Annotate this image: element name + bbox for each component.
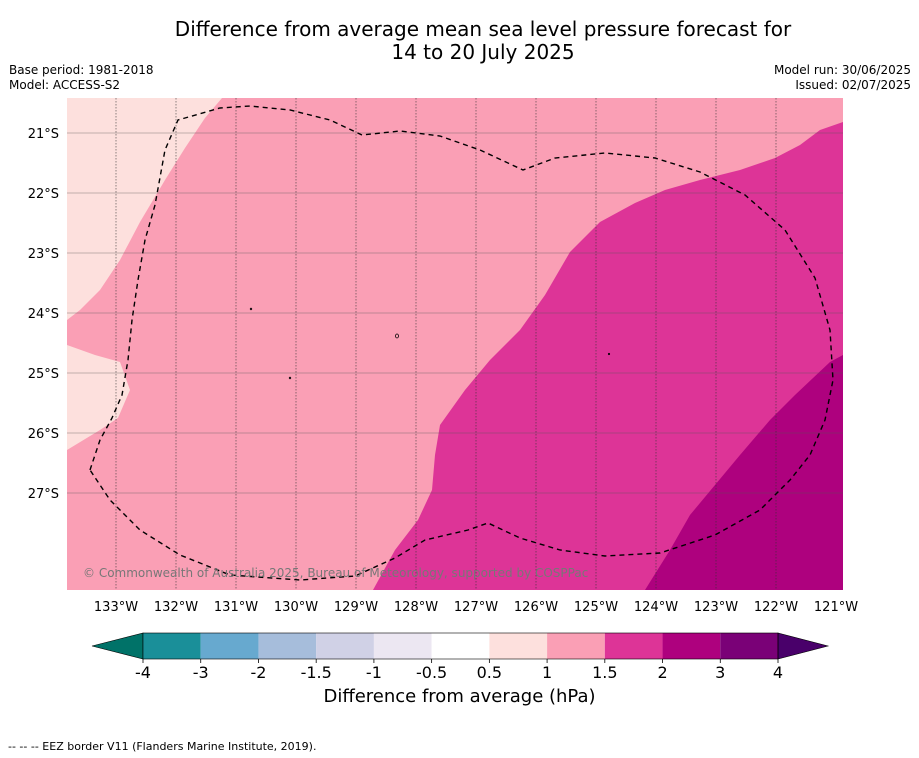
colorbar-tick-label: -2 [250,663,266,682]
title-line-2: 14 to 20 July 2025 [391,40,575,64]
anomaly-0.5-1-region-south [67,345,130,450]
lon-label: 121°W [814,600,858,615]
colorbar-segment [489,633,548,659]
lon-label: 125°W [574,600,618,615]
colorbar-tick-label: 1.5 [592,663,617,682]
colorbar-segment [720,633,778,659]
lat-label: 26°S [28,427,59,442]
base-period: Base period: 1981-2018 [9,63,154,77]
lon-label: 124°W [634,600,678,615]
colorbar-segment [604,633,663,659]
colorbar-max-arrow [777,632,830,660]
title-line-1: Difference from average mean sea level p… [174,17,792,41]
meta-left: Base period: 1981-2018 Model: ACCESS-S2 [9,63,154,93]
lon-label: 132°W [154,600,198,615]
lat-label: 23°S [28,247,59,262]
colorbar-tick-label: -1.5 [301,663,332,682]
lon-label: 131°W [214,600,258,615]
eez-legend-note: -- -- -- EEZ border V11 (Flanders Marine… [8,740,317,753]
colorbar-segment [373,633,432,659]
colorbar-label: Difference from average (hPa) [323,686,596,707]
lat-label: 21°S [28,127,59,142]
anomaly-0.5-1-region-north [67,98,222,320]
lat-label: 24°S [28,307,59,322]
colorbar-tick-label: -1 [366,663,382,682]
lon-label: 126°W [514,600,558,615]
colorbar-frame [142,632,779,660]
lon-label: 129°W [334,600,378,615]
model-run: Model run: 30/06/2025 [773,63,911,77]
colorbar-tick-label: 2 [657,663,667,682]
meta-right: Model run: 30/06/2025 Issued: 02/07/2025 [774,63,911,93]
longitude-gridlines [115,98,777,590]
colorbar-segment [431,633,490,659]
latitude-gridlines [67,132,843,494]
map-title: Difference from average mean sea level p… [0,18,919,64]
lon-label: 127°W [454,600,498,615]
copyright-notice: © Commonwealth of Australia 2025, Bureau… [83,566,588,580]
lon-label: 133°W [94,600,138,615]
colorbar-segment [258,633,317,659]
lat-label: 22°S [28,187,59,202]
model-name: Model: ACCESS-S2 [9,78,121,92]
longitude-labels: 133°W 132°W 131°W 130°W 129°W 128°W 127°… [94,600,858,615]
colorbar-tick-label: 4 [773,663,783,682]
colorbar-segment [662,633,721,659]
colorbar-segment [547,633,605,659]
lat-label: 25°S [28,367,59,382]
colorbar-tick-label: -4 [135,663,151,682]
colorbar-tick-label: -0.5 [416,663,447,682]
colorbar-segment [316,633,374,659]
colorbar [91,632,830,663]
map-area: © Commonwealth of Australia 2025, Bureau… [67,98,843,590]
colorbar-ticks: -4 -3 -2 -1.5 -1 -0.5 0.5 1 1.5 2 3 4 [135,663,783,682]
issued-date: Issued: 02/07/2025 [795,78,911,92]
latitude-labels: 21°S 22°S 23°S 24°S 25°S 26°S 27°S [28,127,59,502]
lon-label: 122°W [754,600,798,615]
eez-border [89,105,834,581]
colorbar-segment [200,633,259,659]
small-island-markers [249,307,611,380]
colorbar-tick-label: 1 [542,663,552,682]
colorbar-segment [143,633,201,659]
lon-label: 123°W [694,600,738,615]
colorbar-tick-label: 0.5 [477,663,502,682]
lon-label: 128°W [394,600,438,615]
colorbar-tick-label: -3 [193,663,209,682]
lat-label: 27°S [28,487,59,502]
lon-label: 130°W [274,600,318,615]
colorbar-min-arrow [91,632,144,660]
anomaly-2-3-region [645,355,843,590]
colorbar-tick-label: 3 [715,663,725,682]
